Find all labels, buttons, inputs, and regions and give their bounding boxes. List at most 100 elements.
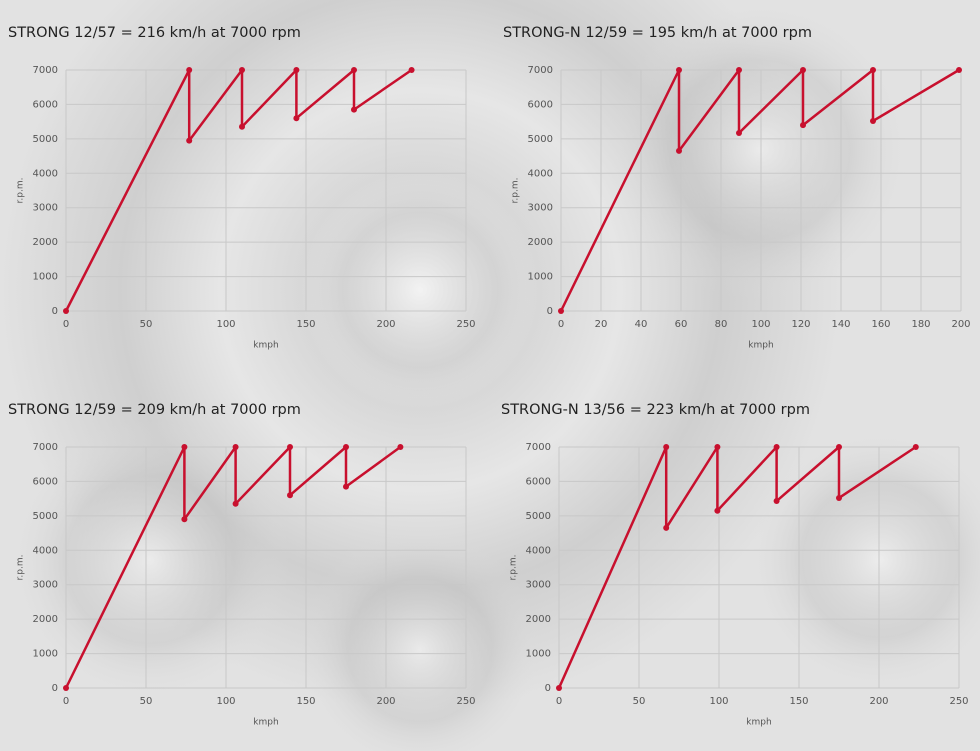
- data-point: [663, 524, 670, 531]
- y-axis-title: r.p.m.: [16, 178, 26, 204]
- x-axis-title: kmph: [253, 718, 278, 728]
- y-tick-label: 4000: [33, 168, 58, 179]
- y-tick-label: 1000: [526, 649, 551, 660]
- data-point: [343, 444, 349, 450]
- x-tick-label: 200: [951, 319, 970, 330]
- data-point: [556, 685, 562, 691]
- y-tick-label: 1000: [33, 272, 58, 283]
- data-point: [239, 67, 245, 73]
- data-point: [800, 122, 806, 129]
- x-tick-label: 80: [715, 319, 728, 330]
- y-tick-label: 7000: [526, 442, 551, 453]
- x-tick-label: 40: [635, 319, 648, 330]
- x-tick-label: 140: [831, 319, 850, 330]
- data-point: [836, 444, 842, 450]
- x-tick-label: 250: [456, 319, 475, 330]
- data-point: [287, 444, 293, 450]
- y-axis-title: r.p.m.: [511, 178, 521, 204]
- y-tick-label: 7000: [33, 442, 58, 453]
- x-tick-label: 200: [376, 319, 395, 330]
- y-tick-label: 3000: [33, 580, 58, 591]
- x-tick-label: 160: [871, 319, 890, 330]
- y-tick-label: 1000: [528, 272, 553, 283]
- data-point: [351, 106, 357, 113]
- y-tick-label: 0: [52, 306, 58, 317]
- chart: STRONG 12/59 = 209 km/h at 7000 rpm01000…: [8, 402, 476, 728]
- y-tick-label: 4000: [33, 545, 58, 556]
- data-point: [663, 444, 670, 450]
- y-tick-label: 1000: [33, 649, 58, 660]
- series-line: [64, 68, 413, 312]
- y-tick-label: 2000: [526, 614, 551, 625]
- x-tick-label: 150: [296, 319, 315, 330]
- x-tick-label: 50: [140, 696, 153, 707]
- data-point: [186, 67, 193, 73]
- data-point: [63, 685, 69, 691]
- chart-title: STRONG-N 12/59 = 195 km/h at 7000 rpm: [503, 25, 812, 41]
- y-tick-label: 7000: [33, 65, 58, 76]
- y-tick-label: 5000: [528, 134, 553, 145]
- x-tick-label: 100: [709, 696, 728, 707]
- series-line: [557, 445, 917, 689]
- x-tick-label: 250: [456, 696, 475, 707]
- series-line: [559, 68, 960, 312]
- data-point: [351, 67, 357, 73]
- data-point: [232, 444, 239, 450]
- y-tick-label: 5000: [526, 511, 551, 522]
- data-point: [676, 67, 682, 73]
- data-point: [343, 483, 349, 490]
- background: [10, 0, 980, 751]
- data-point: [558, 308, 564, 314]
- y-tick-label: 3000: [528, 203, 553, 214]
- y-tick-label: 6000: [528, 99, 553, 110]
- data-point: [186, 137, 193, 144]
- chart: STRONG-N 13/56 = 223 km/h at 7000 rpm 0 10…: [501, 402, 969, 728]
- data-point: [239, 123, 245, 130]
- x-tick-label: 20: [595, 319, 608, 330]
- chart: STRONG 12/57 = 216 km/h at 7000 rpm 0 1000…: [8, 25, 476, 351]
- x-tick-label: 0: [63, 319, 69, 330]
- x-tick-label: 250: [949, 696, 968, 707]
- y-tick-label: 0: [547, 306, 553, 317]
- x-tick-label: 100: [751, 319, 770, 330]
- data-point: [836, 494, 842, 501]
- y-tick-label: 6000: [526, 476, 551, 487]
- chart-title: STRONG 12/57 = 216 km/h at 7000 rpm: [8, 25, 301, 41]
- data-point: [870, 117, 876, 124]
- y-tick-label: 0: [545, 683, 551, 694]
- data-point: [714, 444, 721, 450]
- x-tick-label: 50: [633, 696, 646, 707]
- x-tick-label: 180: [911, 319, 930, 330]
- y-tick-label: 4000: [528, 168, 553, 179]
- data-point: [956, 67, 962, 73]
- y-tick-label: 2000: [33, 237, 58, 248]
- y-tick-label: 2000: [528, 237, 553, 248]
- data-point: [800, 67, 806, 73]
- data-point: [181, 516, 188, 523]
- x-tick-label: 50: [140, 319, 153, 330]
- data-point: [912, 444, 919, 450]
- y-tick-label: 7000: [528, 65, 553, 76]
- data-point: [408, 67, 415, 73]
- data-point: [870, 67, 876, 73]
- y-tick-label: 6000: [33, 99, 58, 110]
- y-axis-title: r.p.m.: [16, 555, 26, 581]
- x-tick-label: 200: [376, 696, 395, 707]
- x-tick-label: 150: [789, 696, 808, 707]
- x-tick-label: 200: [869, 696, 888, 707]
- y-tick-label: 3000: [33, 203, 58, 214]
- y-tick-label: 4000: [526, 545, 551, 556]
- x-tick-label: 150: [296, 696, 315, 707]
- series-line: [64, 445, 402, 689]
- chart: STRONG-N 12/59 = 195 km/h at 7000 rpm 0 10…: [503, 25, 971, 351]
- x-tick-label: 60: [675, 319, 688, 330]
- data-point: [232, 500, 239, 507]
- data-point: [63, 308, 69, 314]
- y-tick-label: 6000: [33, 476, 58, 487]
- x-axis-title: kmph: [253, 341, 278, 351]
- y-tick-label: 0: [52, 683, 58, 694]
- x-tick-label: 0: [63, 696, 69, 707]
- data-point: [287, 492, 293, 499]
- y-tick-label: 3000: [526, 580, 551, 591]
